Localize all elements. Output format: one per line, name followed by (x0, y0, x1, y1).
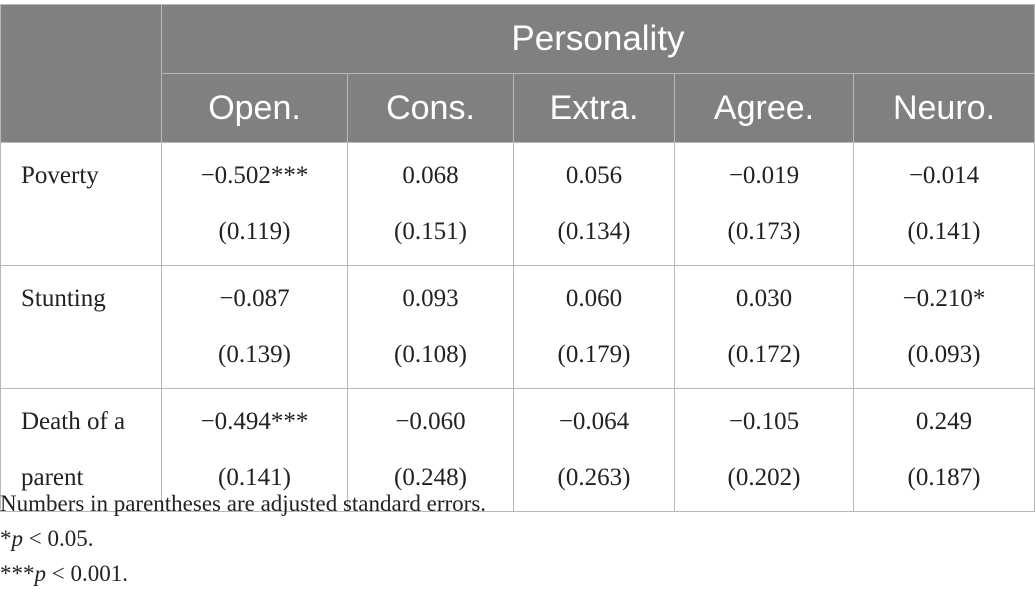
results-table: Personality Open. Cons. Extra. Agree. Ne… (0, 4, 1035, 512)
coef-cell: 0.030 (674, 265, 854, 327)
p-symbol: p (11, 526, 24, 551)
se-cell: (0.093) (853, 327, 1035, 389)
se-cell: (0.119) (161, 204, 348, 266)
group-header-personality: Personality (161, 4, 1035, 74)
column-header-open: Open. (161, 73, 348, 143)
se-cell: (0.248) (347, 450, 514, 512)
coef-cell: 0.249 (853, 388, 1035, 450)
coef-cell: 0.056 (513, 142, 675, 204)
se-cell: (0.134) (513, 204, 675, 266)
table-row-poverty-coef: Poverty −0.502*** 0.068 0.056 −0.019 −0.… (0, 142, 1035, 204)
coef-cell: −0.019 (674, 142, 854, 204)
row-label-death-of-parent-cont: parent (0, 450, 162, 512)
se-cell: (0.108) (347, 327, 514, 389)
coef-cell: 0.068 (347, 142, 514, 204)
se-cell: (0.179) (513, 327, 675, 389)
se-cell: (0.187) (853, 450, 1035, 512)
column-header-agree: Agree. (674, 73, 854, 143)
coef-cell: −0.087 (161, 265, 348, 327)
se-cell: (0.172) (674, 327, 854, 389)
row-label-death-of-parent: Death of a (0, 388, 162, 450)
table-header: Personality Open. Cons. Extra. Agree. Ne… (0, 4, 1035, 143)
se-cell: (0.151) (347, 204, 514, 266)
row-label-stunting-cont (0, 327, 162, 389)
coef-cell: −0.014 (853, 142, 1035, 204)
coef-cell: 0.060 (513, 265, 675, 327)
se-cell: (0.263) (513, 450, 675, 512)
se-cell: (0.141) (853, 204, 1035, 266)
p-symbol: p (34, 561, 47, 586)
table-row-stunting-coef: Stunting −0.087 0.093 0.060 0.030 −0.210… (0, 265, 1035, 327)
coef-cell: −0.210* (853, 265, 1035, 327)
coef-cell: −0.064 (513, 388, 675, 450)
footnote-significance-05: *p < 0.05. (0, 521, 486, 556)
coef-cell: −0.494*** (161, 388, 348, 450)
significance-stars: *** (0, 561, 35, 586)
column-header-neuro: Neuro. (853, 73, 1035, 143)
significance-threshold: < 0.05. (23, 526, 94, 551)
se-cell: (0.202) (674, 450, 854, 512)
footnote-significance-001: ***p < 0.001. (0, 556, 486, 591)
row-label-poverty-cont (0, 204, 162, 266)
table-row-death-of-parent-se: parent (0.141) (0.248) (0.263) (0.202) (… (0, 450, 1035, 512)
coef-cell: −0.060 (347, 388, 514, 450)
footnote-standard-errors: Numbers in parentheses are adjusted stan… (0, 491, 487, 516)
se-cell: (0.173) (674, 204, 854, 266)
coef-cell: −0.105 (674, 388, 854, 450)
coef-cell: 0.093 (347, 265, 514, 327)
significance-threshold: < 0.001. (46, 561, 128, 586)
se-cell: (0.141) (161, 450, 348, 512)
table-footnotes: Numbers in parentheses are adjusted stan… (0, 486, 486, 591)
table-row-poverty-se: (0.119) (0.151) (0.134) (0.173) (0.141) (0, 204, 1035, 266)
row-label-stunting: Stunting (0, 265, 162, 327)
table-row-stunting-se: (0.139) (0.108) (0.179) (0.172) (0.093) (0, 327, 1035, 389)
se-cell: (0.139) (161, 327, 348, 389)
corner-cell (0, 4, 162, 143)
column-header-cons: Cons. (347, 73, 514, 143)
column-header-extra: Extra. (513, 73, 675, 143)
coef-cell: −0.502*** (161, 142, 348, 204)
table-row-death-of-parent-coef: Death of a −0.494*** −0.060 −0.064 −0.10… (0, 388, 1035, 450)
table-body: Poverty −0.502*** 0.068 0.056 −0.019 −0.… (0, 142, 1035, 512)
row-label-poverty: Poverty (0, 142, 162, 204)
significance-stars: * (0, 526, 12, 551)
